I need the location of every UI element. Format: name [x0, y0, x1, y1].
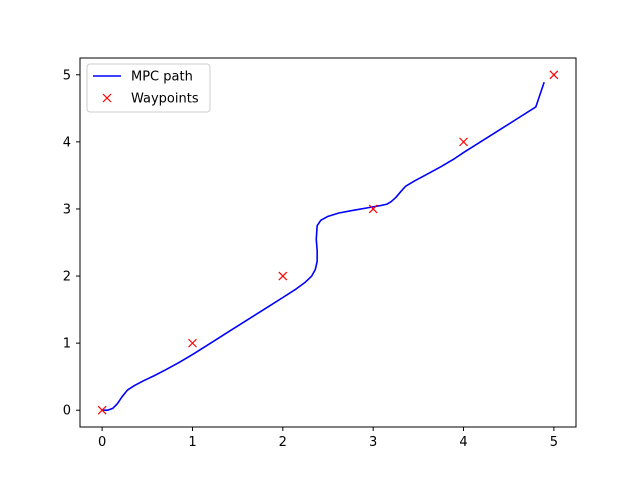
y-tick-label: 4 — [63, 135, 71, 150]
x-tick-label: 5 — [550, 435, 558, 450]
waypoint-marker — [188, 338, 197, 348]
plot-frame — [79, 57, 577, 428]
x-tick-label: 2 — [279, 435, 287, 450]
x-tick-label: 0 — [98, 435, 106, 450]
x-axis: 0 1 2 3 4 5 — [98, 427, 558, 450]
waypoint-marker — [549, 70, 559, 80]
legend-label: MPC path — [131, 70, 193, 85]
legend-marker-swatch — [102, 93, 112, 103]
legend-label: Waypoints — [131, 92, 199, 107]
y-tick-label: 0 — [63, 404, 71, 419]
waypoint-marker — [278, 271, 288, 281]
waypoint-marker — [97, 405, 107, 415]
mpc-path-line — [101, 82, 545, 412]
y-axis: 0 1 2 3 4 5 — [63, 68, 80, 419]
waypoint-marker — [459, 137, 468, 147]
x-tick-label: 3 — [369, 435, 377, 450]
x-tick-label: 4 — [459, 435, 467, 450]
y-tick-label: 3 — [63, 202, 71, 217]
y-tick-label: 1 — [63, 337, 71, 352]
x-tick-label: 1 — [188, 435, 196, 450]
y-tick-label: 5 — [63, 68, 71, 83]
waypoint-marker — [368, 204, 378, 214]
y-tick-label: 2 — [63, 270, 71, 285]
legend: MPC path Waypoints — [86, 63, 211, 113]
series-layer — [97, 70, 559, 415]
